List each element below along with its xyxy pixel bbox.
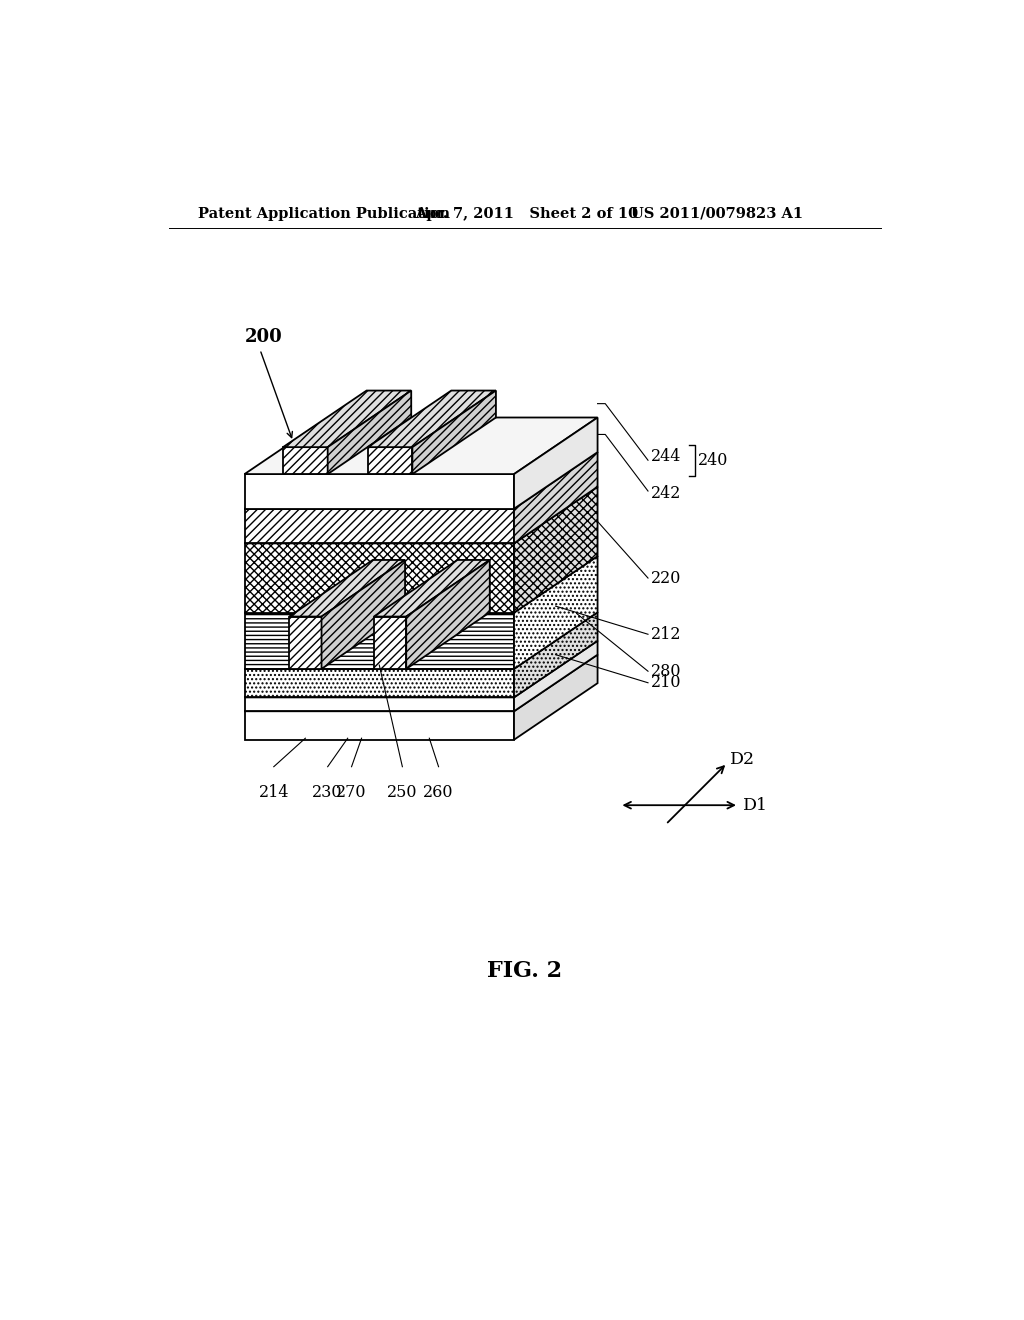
Text: D1: D1 bbox=[742, 797, 768, 813]
Polygon shape bbox=[368, 447, 413, 474]
Text: 250: 250 bbox=[387, 784, 418, 801]
Text: 230: 230 bbox=[312, 784, 343, 801]
Polygon shape bbox=[245, 711, 514, 739]
Polygon shape bbox=[245, 487, 598, 544]
Text: 240: 240 bbox=[698, 453, 728, 469]
Text: 210: 210 bbox=[651, 675, 682, 692]
Polygon shape bbox=[374, 616, 407, 669]
Polygon shape bbox=[245, 544, 514, 612]
Polygon shape bbox=[245, 612, 514, 669]
Polygon shape bbox=[514, 556, 598, 669]
Polygon shape bbox=[289, 560, 406, 616]
Polygon shape bbox=[283, 447, 328, 474]
Text: 242: 242 bbox=[651, 484, 681, 502]
Text: 280: 280 bbox=[651, 663, 682, 680]
Polygon shape bbox=[283, 391, 412, 447]
Polygon shape bbox=[514, 453, 598, 544]
Polygon shape bbox=[322, 560, 406, 669]
Polygon shape bbox=[245, 612, 598, 669]
Polygon shape bbox=[413, 391, 496, 474]
Polygon shape bbox=[514, 655, 598, 739]
Polygon shape bbox=[328, 391, 412, 474]
Polygon shape bbox=[245, 556, 598, 612]
Text: 270: 270 bbox=[336, 784, 367, 801]
Polygon shape bbox=[245, 669, 514, 697]
Text: Apr. 7, 2011   Sheet 2 of 10: Apr. 7, 2011 Sheet 2 of 10 bbox=[416, 207, 639, 220]
Polygon shape bbox=[245, 474, 514, 508]
Polygon shape bbox=[245, 417, 598, 474]
Text: 260: 260 bbox=[423, 784, 454, 801]
Text: 244: 244 bbox=[651, 447, 681, 465]
Polygon shape bbox=[245, 453, 598, 508]
Text: 214: 214 bbox=[258, 784, 289, 801]
Polygon shape bbox=[245, 655, 598, 711]
Polygon shape bbox=[514, 640, 598, 711]
Text: 212: 212 bbox=[651, 626, 682, 643]
Polygon shape bbox=[245, 697, 514, 711]
Text: 200: 200 bbox=[245, 329, 283, 346]
Polygon shape bbox=[407, 560, 489, 669]
Polygon shape bbox=[514, 487, 598, 612]
Text: 220: 220 bbox=[651, 569, 681, 586]
Polygon shape bbox=[514, 612, 598, 697]
Text: D2: D2 bbox=[730, 751, 755, 767]
Text: FIG. 2: FIG. 2 bbox=[487, 960, 562, 982]
Polygon shape bbox=[245, 640, 598, 697]
Polygon shape bbox=[514, 417, 598, 508]
Text: Patent Application Publication: Patent Application Publication bbox=[199, 207, 451, 220]
Text: US 2011/0079823 A1: US 2011/0079823 A1 bbox=[631, 207, 803, 220]
Polygon shape bbox=[289, 616, 322, 669]
Polygon shape bbox=[245, 508, 514, 544]
Polygon shape bbox=[374, 560, 489, 616]
Polygon shape bbox=[368, 391, 496, 447]
